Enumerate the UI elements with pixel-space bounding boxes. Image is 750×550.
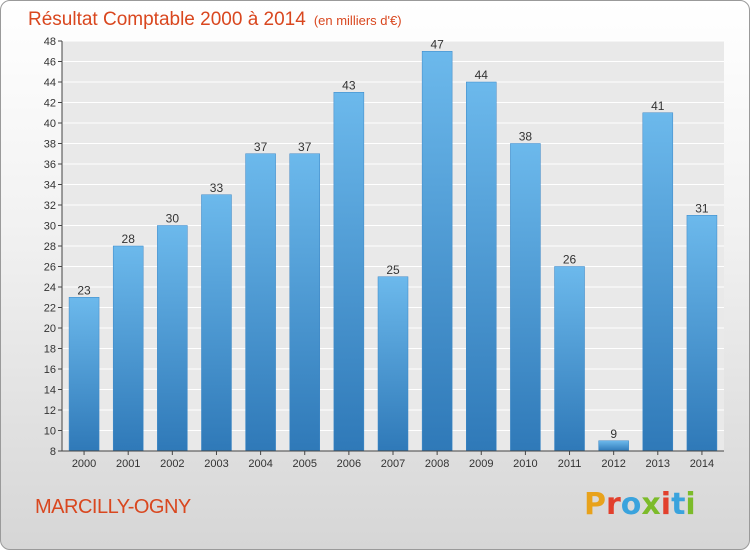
logo-letter: o xyxy=(620,487,642,522)
bar-value-label: 30 xyxy=(166,212,180,226)
city-name: MARCILLY-OGNY xyxy=(35,496,191,518)
bar xyxy=(245,153,276,452)
x-tick-label: 2010 xyxy=(513,458,537,470)
y-tick-label: 16 xyxy=(44,364,56,376)
proxiti-logo: Proxiti xyxy=(584,487,696,522)
x-tick-label: 2007 xyxy=(381,458,405,470)
x-tick-label: 2004 xyxy=(248,458,272,470)
y-tick-label: 40 xyxy=(44,118,56,130)
x-tick-label: 2013 xyxy=(646,458,670,470)
x-tick-label: 2012 xyxy=(601,458,625,470)
x-tick-label: 2002 xyxy=(160,458,184,470)
chart-title: Résultat Comptable 2000 à 2014 (en millie… xyxy=(28,9,402,31)
bar-value-label: 44 xyxy=(475,68,489,82)
x-tick-label: 2009 xyxy=(469,458,493,470)
y-tick-label: 20 xyxy=(44,323,56,335)
bar xyxy=(510,143,541,452)
y-tick-label: 32 xyxy=(44,200,56,212)
y-tick-label: 46 xyxy=(44,57,56,69)
bar xyxy=(201,194,232,452)
bar xyxy=(642,112,674,452)
y-tick-label: 42 xyxy=(44,98,56,110)
x-tick-label: 2008 xyxy=(425,458,449,470)
bar-value-label: 37 xyxy=(298,140,312,154)
bar xyxy=(112,245,144,452)
bar xyxy=(466,81,497,452)
bar xyxy=(421,51,453,452)
y-tick-label: 24 xyxy=(44,282,56,294)
bar xyxy=(598,440,629,452)
y-tick-label: 26 xyxy=(44,262,56,274)
bar xyxy=(686,215,718,452)
x-tick-label: 2001 xyxy=(116,458,140,470)
y-tick-label: 30 xyxy=(44,221,56,233)
y-tick-label: 18 xyxy=(44,344,56,356)
logo-letter: r xyxy=(606,487,621,522)
chart-title-text: Résultat Comptable 2000 à 2014 xyxy=(28,9,306,30)
y-tick-label: 22 xyxy=(44,303,56,315)
chart-subtitle: (en milliers d'€) xyxy=(313,13,402,28)
bar-value-label: 41 xyxy=(651,99,665,113)
bar xyxy=(554,266,585,452)
logo-letter: P xyxy=(584,487,606,522)
bar xyxy=(289,153,320,452)
x-tick-label: 2006 xyxy=(337,458,361,470)
bar xyxy=(157,225,188,452)
bar-value-label: 38 xyxy=(519,130,533,144)
x-tick-label: 2014 xyxy=(690,458,714,470)
y-tick-label: 12 xyxy=(44,405,56,417)
y-tick-label: 10 xyxy=(44,426,56,438)
bar-value-label: 31 xyxy=(695,201,709,215)
bar xyxy=(333,92,365,452)
logo-letter: t xyxy=(671,487,686,522)
y-tick-label: 34 xyxy=(44,180,56,192)
bar xyxy=(377,276,409,452)
bar xyxy=(68,297,100,452)
logo-letter: i xyxy=(660,487,672,522)
bar-value-label: 25 xyxy=(386,263,400,277)
logo-letter: i xyxy=(685,487,696,522)
y-tick-label: 48 xyxy=(44,36,56,48)
y-tick-label: 36 xyxy=(44,159,56,171)
y-tick-label: 28 xyxy=(44,241,56,253)
y-tick-label: 14 xyxy=(44,385,56,397)
bar-value-label: 9 xyxy=(610,427,617,441)
x-tick-label: 2005 xyxy=(292,458,316,470)
bar-value-label: 28 xyxy=(122,232,136,246)
x-tick-label: 2011 xyxy=(558,458,582,470)
y-tick-label: 38 xyxy=(44,139,56,151)
y-tick-label: 44 xyxy=(44,77,56,89)
bar-value-label: 43 xyxy=(342,78,356,92)
bar-value-label: 33 xyxy=(210,181,224,195)
x-tick-label: 2000 xyxy=(72,458,96,470)
bar-value-label: 47 xyxy=(430,37,444,51)
logo-letter: x xyxy=(641,487,661,522)
bar-value-label: 26 xyxy=(563,253,577,267)
bar-value-label: 23 xyxy=(77,283,91,297)
x-tick-label: 2003 xyxy=(204,458,228,470)
bar-value-label: 37 xyxy=(254,140,268,154)
y-tick-label: 8 xyxy=(50,446,56,458)
